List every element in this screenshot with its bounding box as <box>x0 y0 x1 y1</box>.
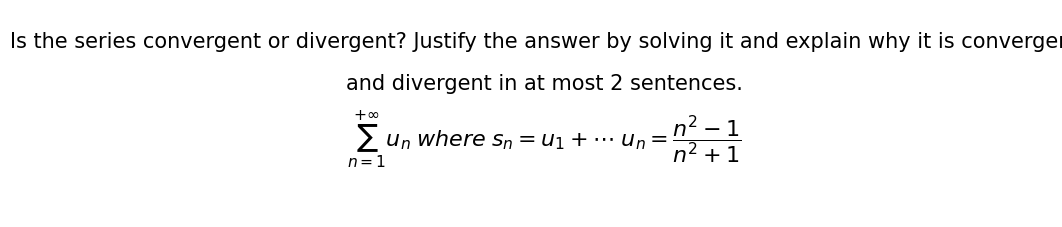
Text: Is the series convergent or divergent? Justify the answer by solving it and expl: Is the series convergent or divergent? J… <box>10 32 1062 52</box>
Text: $\sum_{n=1}^{+\infty} u_n \; \mathit{where} \; s_n = u_1 + \cdots \; u_n = \dfra: $\sum_{n=1}^{+\infty} u_n \; \mathit{whe… <box>347 108 741 170</box>
Text: and divergent in at most 2 sentences.: and divergent in at most 2 sentences. <box>346 74 742 94</box>
